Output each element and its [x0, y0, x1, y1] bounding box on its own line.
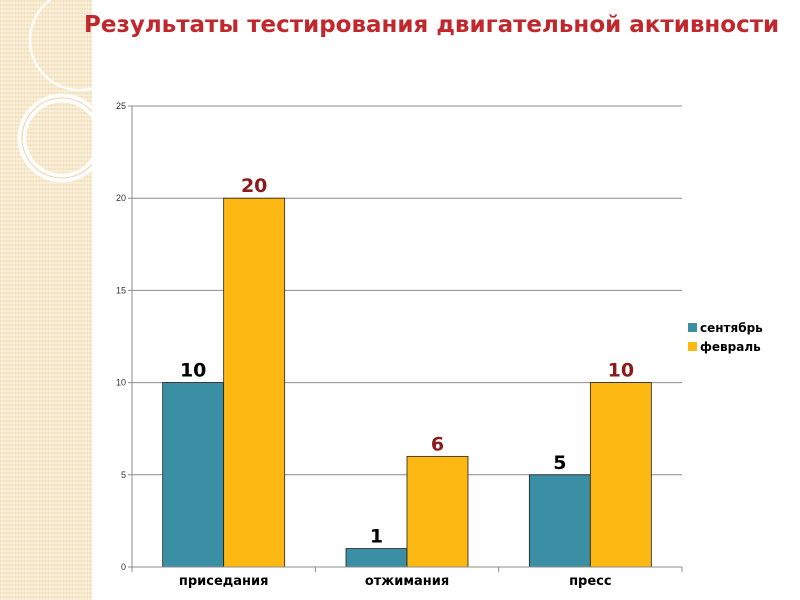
x-category-label: приседания: [179, 574, 269, 589]
data-label: 10: [608, 360, 634, 382]
bar-september: [528, 474, 591, 568]
bar-september: [345, 548, 408, 568]
page-title: Результаты тестирования двигательной акт…: [84, 12, 780, 38]
x-category-label: пресс: [569, 574, 612, 589]
y-tick-label: 5: [121, 470, 126, 480]
x-category-label: отжимания: [365, 574, 449, 589]
decorative-side-strip: [0, 0, 92, 600]
bar-february: [223, 197, 286, 568]
data-label: 1: [370, 526, 383, 548]
legend-label: сентябрь: [700, 321, 763, 335]
y-tick-label: 20: [116, 193, 126, 203]
legend-label: февраль: [700, 340, 761, 354]
legend-swatch: [688, 342, 697, 351]
data-label: 10: [180, 360, 206, 382]
decorative-circles-icon: [17, 0, 92, 183]
y-tick-label: 10: [116, 378, 126, 388]
legend-swatch: [688, 323, 697, 332]
y-tick-label: 0: [121, 562, 126, 572]
bar-february: [589, 382, 652, 568]
y-tick-label: 15: [116, 285, 126, 295]
bar-september: [162, 382, 225, 568]
data-label: 6: [431, 433, 444, 455]
bar-february: [406, 455, 469, 568]
data-label: 5: [553, 452, 566, 474]
y-tick-label: 25: [116, 101, 126, 111]
data-label: 20: [241, 175, 267, 197]
